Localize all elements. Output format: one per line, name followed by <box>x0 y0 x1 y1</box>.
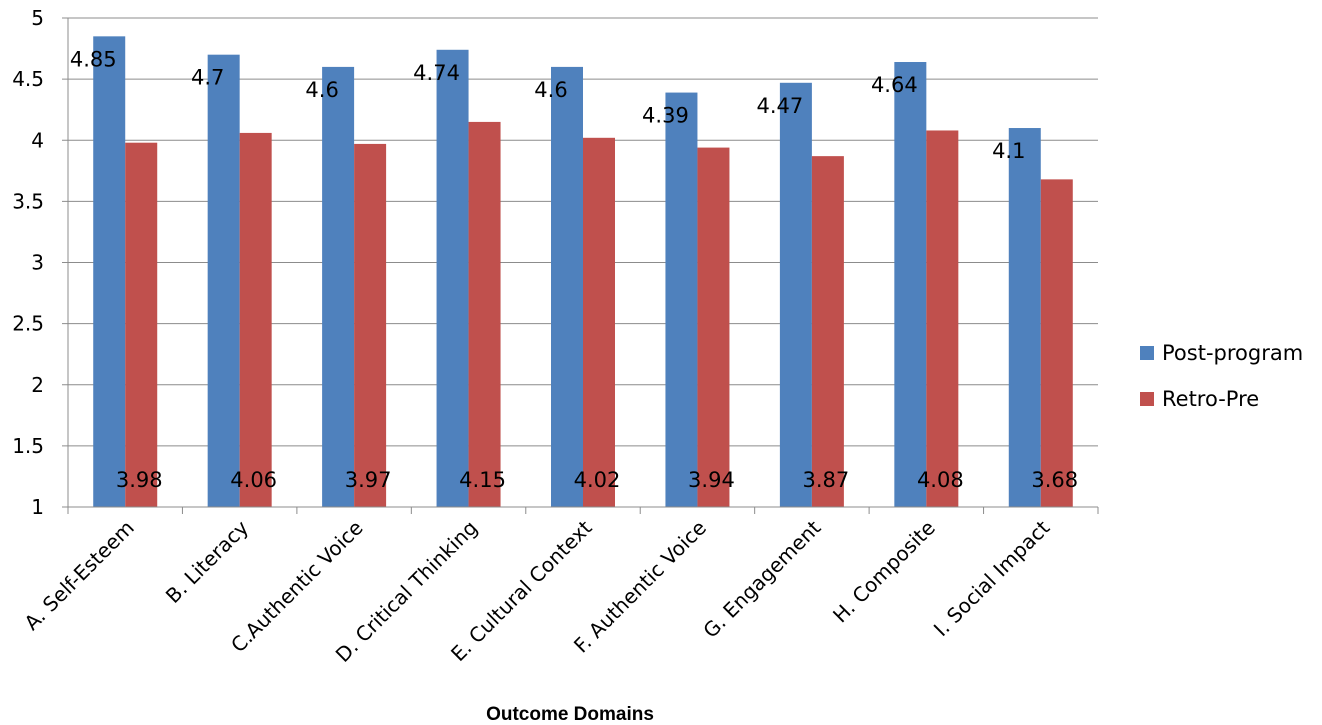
y-tick-label: 5 <box>31 6 44 30</box>
data-label-retro-pre: 4.15 <box>459 468 506 492</box>
bar-post-program <box>322 66 355 508</box>
bar-retro-pre <box>468 121 501 507</box>
bar-post-program <box>436 49 469 507</box>
data-label-post-program: 4.74 <box>413 61 460 85</box>
axes <box>67 18 1099 514</box>
data-labels: 4.85 3.98 4.7 4.06 4.6 3.97 4.74 4.15 4.6 4.02 4.3… <box>70 47 1078 492</box>
data-label-retro-pre: 4.02 <box>574 468 621 492</box>
data-label-retro-pre: 3.87 <box>803 468 850 492</box>
bar-retro-pre <box>583 137 615 507</box>
y-tick-label: 4.5 <box>12 67 44 91</box>
bar-post-program <box>207 54 240 508</box>
bar-post-program <box>1008 128 1041 507</box>
data-label-retro-pre: 3.94 <box>688 468 735 492</box>
data-label-post-program: 4.7 <box>191 66 224 90</box>
legend-label: Post-program <box>1162 341 1303 365</box>
data-label-retro-pre: 3.97 <box>345 468 392 492</box>
legend-swatch <box>1140 392 1154 406</box>
data-label-post-program: 4.47 <box>757 94 804 118</box>
x-axis-title: Outcome Domains <box>486 704 654 725</box>
y-tick-label: 3.5 <box>12 189 44 213</box>
bars <box>93 36 1073 508</box>
x-category-label: A. Self-Esteem <box>19 516 138 635</box>
legend-swatch <box>1140 346 1154 360</box>
bar-post-program <box>894 62 927 507</box>
y-tick-label: 1 <box>31 495 44 519</box>
bar-post-program <box>93 36 126 508</box>
y-tick-label: 1.5 <box>12 434 44 458</box>
data-label-post-program: 4.6 <box>534 78 567 102</box>
data-label-post-program: 4.1 <box>992 139 1025 163</box>
y-tick-label: 2 <box>31 373 44 397</box>
bar-retro-pre <box>926 130 959 507</box>
data-label-post-program: 4.6 <box>305 78 338 102</box>
data-label-retro-pre: 3.98 <box>116 468 163 492</box>
bar-retro-pre <box>354 143 387 508</box>
data-label-post-program: 4.64 <box>871 73 918 97</box>
bar-retro-pre <box>697 147 730 507</box>
x-category-label: B. Literacy <box>161 515 253 607</box>
bar-retro-pre <box>1040 179 1073 507</box>
bar-post-program <box>779 82 812 507</box>
y-tick-label: 4 <box>31 128 44 152</box>
legend: Post-program Retro-Pre <box>1140 341 1303 411</box>
x-category-label: H. Composite <box>828 516 940 628</box>
data-label-retro-pre: 4.06 <box>230 468 277 492</box>
y-axis-ticks: 1 1.5 2 2.5 3 3.5 4 4.5 5 <box>12 6 68 519</box>
legend-label: Retro-Pre <box>1162 387 1259 411</box>
data-label-retro-pre: 3.68 <box>1031 468 1078 492</box>
y-tick-label: 3 <box>31 251 44 275</box>
x-category-label: I. Social Impact <box>929 515 1055 641</box>
y-tick-label: 2.5 <box>12 312 44 336</box>
x-category-label: G. Engagement <box>698 515 825 642</box>
data-label-post-program: 4.39 <box>642 104 689 128</box>
data-label-retro-pre: 4.08 <box>917 468 964 492</box>
data-label-post-program: 4.85 <box>70 47 117 71</box>
bar-post-program <box>551 66 583 508</box>
bar-retro-pre <box>811 156 844 507</box>
bar-retro-pre <box>239 132 272 508</box>
bar-post-program <box>665 92 698 507</box>
bar-retro-pre <box>125 142 158 507</box>
